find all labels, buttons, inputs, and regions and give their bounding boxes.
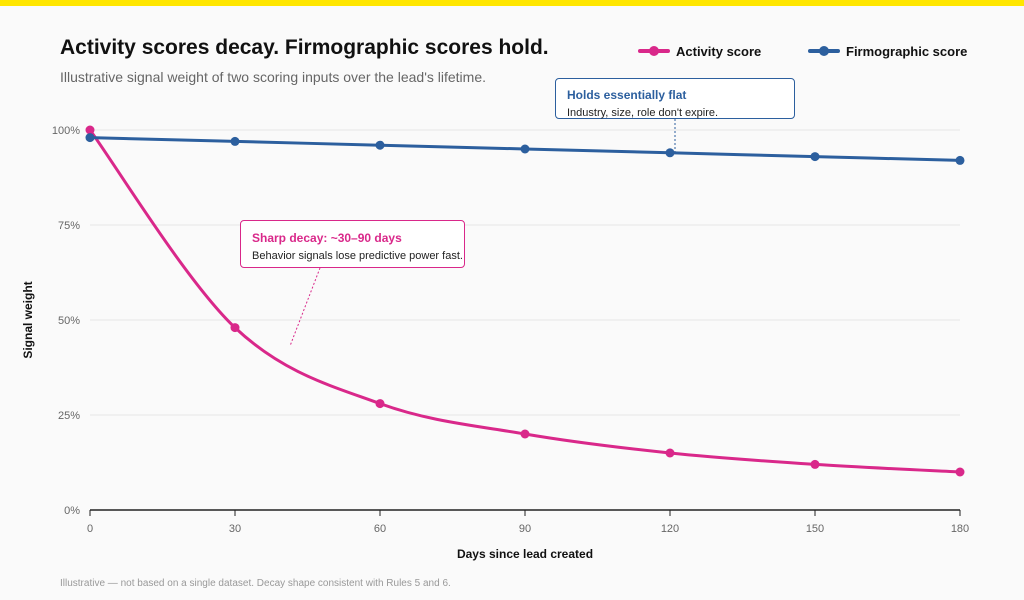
chart-subtitle: Illustrative signal weight of two scorin… [60, 69, 486, 85]
grid-lines [90, 129, 960, 416]
legend-dot-activity [649, 46, 659, 56]
series-layer [85, 125, 965, 477]
y-tick-label: 50% [58, 315, 80, 327]
legend-label-activity: Activity score [676, 43, 762, 59]
x-tick-label: 30 [229, 523, 241, 535]
y-tick-label: 100% [52, 125, 80, 137]
axes: 0% 25% 50% 75% 100% 0 30 60 90 120 150 180 Days sinc… [21, 125, 969, 561]
x-tick-label: 60 [374, 523, 386, 535]
legend-swatch-activity [638, 42, 670, 60]
legend-item-activity: Activity score [638, 42, 761, 60]
y-tick-label: 0% [64, 505, 80, 517]
series-firmographic-point [665, 148, 675, 158]
callout-decay-leader [289, 267, 321, 347]
chart-title: Activity scores decay. Firmographic scor… [60, 36, 549, 59]
series-firmographic-point [520, 144, 530, 154]
series-firmographic-point [375, 140, 385, 150]
y-axis-title: Signal weight [21, 281, 35, 358]
series-firmographic-point [230, 136, 240, 146]
callout-decay: Sharp decay: ~30–90 days Behavior signal… [240, 220, 465, 268]
legend-label-firmographic: Firmographic score [846, 43, 968, 59]
x-tick-label: 120 [661, 523, 679, 535]
x-axis-title: Days since lead created [457, 547, 593, 561]
accent-bar [0, 0, 1024, 6]
legend-dot-firmographic [819, 46, 829, 56]
series-firmographic-point [955, 155, 965, 165]
y-tick-label: 75% [58, 220, 80, 232]
x-tick-label: 0 [87, 523, 93, 535]
series-activity-point [955, 467, 965, 477]
series-activity-point [85, 125, 95, 135]
series-activity-point [520, 429, 530, 439]
x-tick-label: 90 [519, 523, 531, 535]
callout-decay-title: Sharp decay: ~30–90 days [252, 231, 402, 245]
callout-flat-title: Holds essentially flat [567, 88, 687, 102]
series-firmographic-point [810, 152, 820, 162]
series-activity-point [665, 448, 675, 458]
series-activity-point [810, 459, 820, 469]
series-activity-line [88, 128, 962, 474]
x-tick-label: 150 [806, 523, 824, 535]
callout-flat: Holds essentially flat Industry, size, r… [555, 78, 795, 119]
footnote: Illustrative — not based on a single dat… [60, 578, 451, 589]
series-firmographic-point [85, 133, 95, 143]
x-tick-label: 180 [951, 523, 969, 535]
legend-item-firmographic: Firmographic score [808, 42, 967, 60]
callout-leaders [289, 119, 676, 347]
legend-swatch-firmographic [808, 42, 840, 60]
series-activity-point [230, 323, 240, 333]
y-tick-label: 25% [58, 410, 80, 422]
callout-flat-body: Industry, size, role don't expire. [567, 107, 719, 119]
callout-decay-body: Behavior signals lose predictive power f… [252, 250, 463, 262]
series-activity-point [375, 399, 385, 409]
